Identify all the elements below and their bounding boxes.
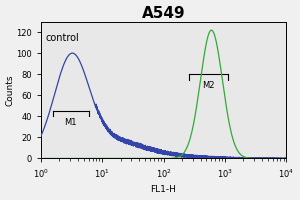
Y-axis label: Counts: Counts (6, 74, 15, 106)
X-axis label: FL1-H: FL1-H (151, 185, 176, 194)
Text: M1: M1 (64, 118, 77, 127)
Title: A549: A549 (142, 6, 185, 21)
Text: control: control (46, 33, 80, 43)
Text: M2: M2 (202, 81, 215, 90)
